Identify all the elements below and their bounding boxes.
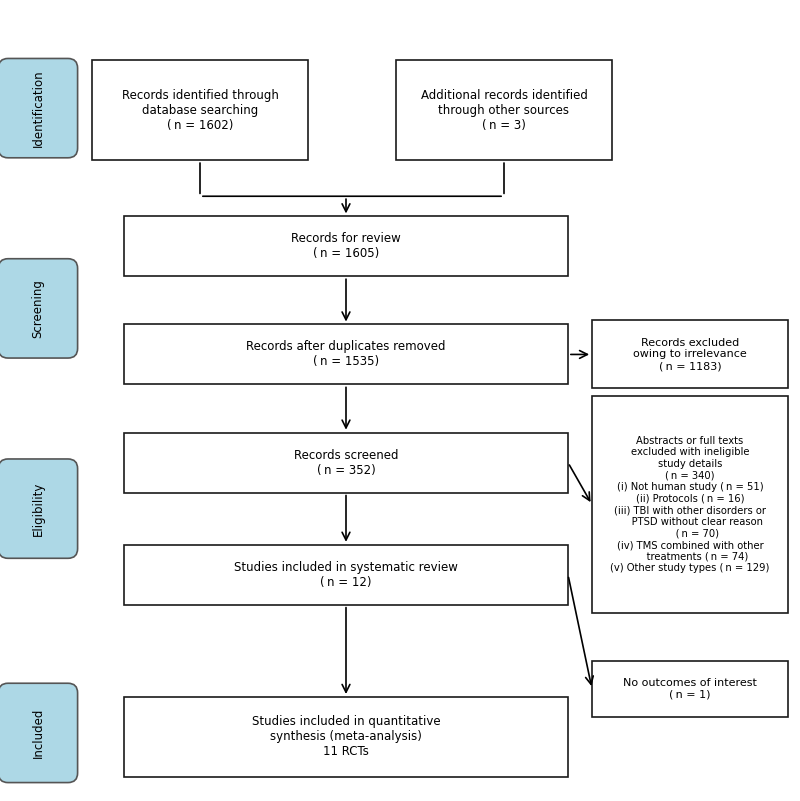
Bar [124,433,568,493]
Bar [592,396,788,613]
Text: Records excluded
owing to irrelevance
( n = 1183): Records excluded owing to irrelevance ( … [633,338,747,371]
Text: Records for review
( n = 1605): Records for review ( n = 1605) [291,232,401,260]
Text: Screening: Screening [31,279,45,338]
Text: Records screened
( n = 352): Records screened ( n = 352) [294,449,398,477]
FancyBboxPatch shape [0,259,78,358]
Text: Eligibility: Eligibility [31,481,45,536]
Bar [396,60,612,160]
Text: Identification: Identification [31,70,45,147]
Bar [124,216,568,276]
FancyBboxPatch shape [0,683,78,783]
Text: Additional records identified
through other sources
( n = 3): Additional records identified through ot… [421,89,587,131]
Text: No outcomes of interest
( n = 1): No outcomes of interest ( n = 1) [623,678,757,699]
FancyBboxPatch shape [0,58,78,158]
Text: Studies included in systematic review
( n = 12): Studies included in systematic review ( … [234,561,458,589]
Bar [592,320,788,388]
Text: Abstracts or full texts
excluded with ineligible
study details
( n = 340)
(i) No: Abstracts or full texts excluded with in… [610,436,770,574]
Text: Records identified through
database searching
( n = 1602): Records identified through database sear… [122,89,278,131]
Bar [92,60,308,160]
Bar [124,324,568,384]
Text: Included: Included [31,708,45,758]
Text: Records after duplicates removed
( n = 1535): Records after duplicates removed ( n = 1… [246,340,446,368]
Bar [592,661,788,717]
FancyBboxPatch shape [0,459,78,558]
Bar [124,697,568,777]
Bar [124,545,568,605]
Text: Studies included in quantitative
synthesis (meta-analysis)
11 RCTs: Studies included in quantitative synthes… [252,715,440,759]
